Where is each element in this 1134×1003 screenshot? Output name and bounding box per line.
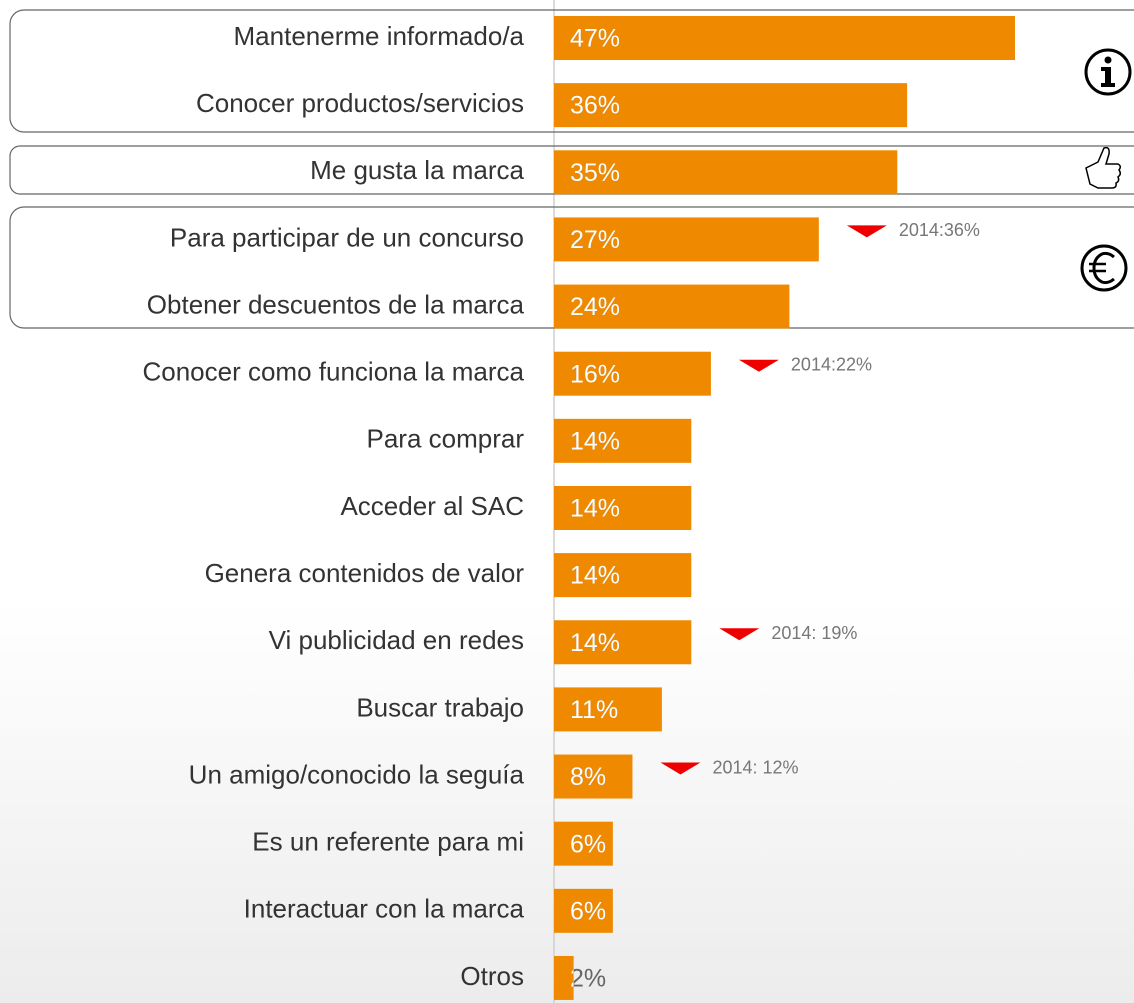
value-label: 14% <box>570 495 620 523</box>
category-label: Mantenerme informado/a <box>234 21 525 51</box>
bar <box>554 284 790 329</box>
value-label: 36% <box>570 92 620 120</box>
bar <box>554 687 662 732</box>
bar <box>554 955 574 1000</box>
bar <box>554 821 613 866</box>
value-label: 8% <box>570 763 606 791</box>
bar <box>554 485 692 530</box>
thumb-icon <box>1085 146 1122 189</box>
bar <box>554 150 898 195</box>
change-marker <box>660 762 701 775</box>
euro-icon <box>1080 244 1128 292</box>
category-label: Para comprar <box>367 424 525 454</box>
value-label: 47% <box>570 25 620 53</box>
change-marker <box>719 628 760 641</box>
category-label: Obtener descuentos de la marca <box>147 289 525 319</box>
value-label: 6% <box>570 897 606 925</box>
value-label: 6% <box>570 830 606 858</box>
value-label: 16% <box>570 360 620 388</box>
bar <box>554 418 692 463</box>
bar <box>554 754 633 799</box>
value-label: 27% <box>570 226 620 254</box>
category-label: Me gusta la marca <box>310 155 524 185</box>
bar <box>554 888 613 933</box>
value-label: 14% <box>570 629 620 657</box>
value-label: 16% <box>570 360 620 388</box>
value-label: 11% <box>570 696 618 724</box>
value-label: 14% <box>570 629 620 657</box>
value-label: 24% <box>570 293 620 321</box>
value-label: 24% <box>570 293 620 321</box>
annotation: 2014: 19% <box>771 623 857 643</box>
annotation: 2014:36% <box>899 220 980 240</box>
bar <box>554 553 692 598</box>
value-label: 6% <box>570 830 606 858</box>
category-label: Otros <box>460 961 524 991</box>
category-label: Para participar de un concurso <box>170 222 524 252</box>
annotation: 2014:22% <box>791 354 872 374</box>
value-label: 14% <box>570 562 620 590</box>
category-label: Conocer como funciona la marca <box>142 357 524 387</box>
category-label: Conocer productos/servicios <box>196 88 524 118</box>
group-box <box>9 9 1134 133</box>
value-label: 36% <box>570 92 620 120</box>
value-label: 35% <box>570 159 620 187</box>
value-label: 47% <box>570 25 620 53</box>
value-label: 14% <box>570 427 620 455</box>
change-marker <box>738 359 779 372</box>
category-label: Genera contenidos de valor <box>205 558 525 588</box>
value-label: 14% <box>570 427 620 455</box>
category-label: Acceder al SAC <box>340 491 524 521</box>
bar <box>554 16 1015 60</box>
value-label: 6% <box>570 897 606 925</box>
value-label: 2% <box>570 965 606 993</box>
bar <box>554 351 711 396</box>
value-label: 8% <box>570 763 606 791</box>
value-label: 2% <box>570 965 606 993</box>
bar <box>554 217 819 262</box>
category-label: Un amigo/conocido la seguía <box>189 759 525 789</box>
value-label: 27% <box>570 226 620 254</box>
value-label: 14% <box>570 495 620 523</box>
annotation: 2014: 12% <box>712 757 798 777</box>
category-label: Es un referente para mi <box>252 827 524 857</box>
category-label: Interactuar con la marca <box>244 894 525 924</box>
value-label: 35% <box>570 159 620 187</box>
info-icon <box>1084 48 1132 96</box>
change-marker <box>846 225 887 238</box>
value-label: 11% <box>570 696 618 724</box>
bar <box>554 620 692 665</box>
bar <box>554 83 908 128</box>
value-label: 14% <box>570 562 620 590</box>
category-label: Buscar trabajo <box>356 692 524 722</box>
category-label: Vi publicidad en redes <box>269 625 524 655</box>
